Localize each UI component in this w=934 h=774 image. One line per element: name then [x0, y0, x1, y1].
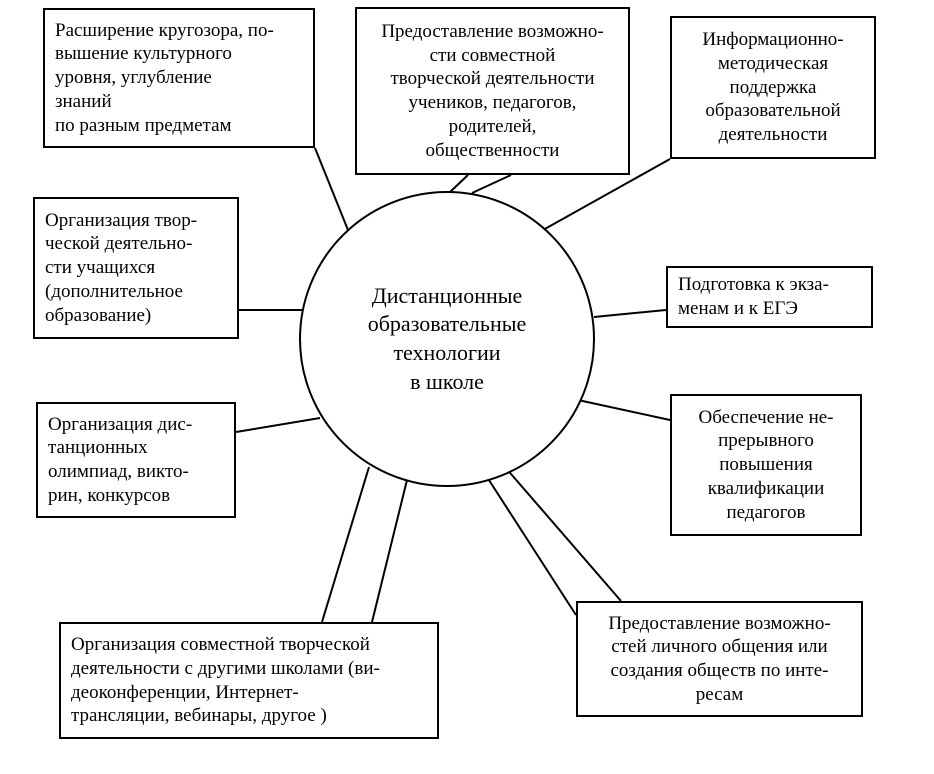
center-node: Дистанционные образовательные технологии…	[299, 191, 595, 487]
node-olymp: Организация дис- танционных олимпиад, ви…	[36, 402, 236, 518]
center-node-label: Дистанционные образовательные технологии…	[368, 282, 527, 396]
node-olymp-label: Организация дис- танционных олимпиад, ви…	[48, 413, 192, 508]
node-expand: Расширение кругозора, по- вышение культу…	[43, 8, 315, 148]
node-schools: Организация совместной творческой деятел…	[59, 622, 439, 739]
node-joint-label: Предоставление возможно- сти совместной …	[381, 20, 603, 163]
node-personal-label: Предоставление возможно- стей личного об…	[608, 612, 830, 707]
node-personal: Предоставление возможно- стей личного об…	[576, 601, 863, 717]
node-expand-label: Расширение кругозора, по- вышение культу…	[55, 19, 274, 138]
node-info: Информационно- методическая поддержка об…	[670, 16, 876, 159]
node-creative-label: Организация твор- ческой деятельно- сти …	[45, 209, 197, 328]
node-exams: Подготовка к экза- менам и к ЕГЭ	[666, 266, 873, 328]
node-joint: Предоставление возможно- сти совместной …	[355, 7, 630, 175]
node-qualif-label: Обеспечение не- прерывного повышения ква…	[698, 406, 833, 525]
node-creative: Организация твор- ческой деятельно- сти …	[33, 197, 239, 339]
node-exams-label: Подготовка к экза- менам и к ЕГЭ	[678, 273, 829, 321]
node-qualif: Обеспечение не- прерывного повышения ква…	[670, 394, 862, 536]
node-info-label: Информационно- методическая поддержка об…	[702, 28, 843, 147]
diagram-canvas: Дистанционные образовательные технологии…	[0, 0, 934, 774]
node-schools-label: Организация совместной творческой деятел…	[71, 633, 380, 728]
